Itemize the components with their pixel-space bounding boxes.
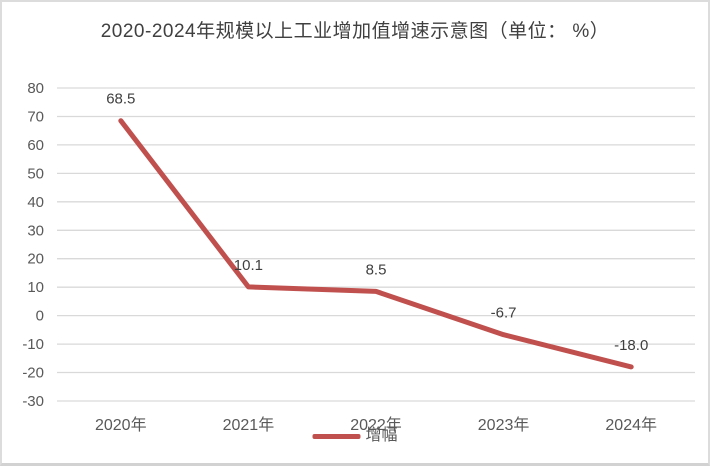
x-axis-tick-label: 2023年 xyxy=(478,416,530,434)
y-axis-tick-label: 30 xyxy=(27,222,44,239)
data-label: -6.7 xyxy=(491,305,517,322)
x-axis-tick-label: 2021年 xyxy=(223,416,275,434)
y-axis-tick-label: 20 xyxy=(27,251,44,268)
data-label: 68.5 xyxy=(106,91,135,108)
y-axis-tick-label: 40 xyxy=(27,194,44,211)
y-axis-tick-label: -10 xyxy=(22,336,44,353)
y-axis-tick-label: 10 xyxy=(27,279,44,296)
chart-title: 2020-2024年规模以上工业增加值增速示意图（单位： %） xyxy=(100,21,610,42)
y-axis-tick-label: 70 xyxy=(27,109,44,126)
y-axis-tick-label: 80 xyxy=(27,80,44,97)
data-label: 8.5 xyxy=(366,261,387,278)
x-axis-tick-label: 2020年 xyxy=(95,416,147,434)
y-axis-tick-label: -30 xyxy=(22,393,44,410)
y-axis-tick-label: -20 xyxy=(22,365,44,382)
legend-line-marker xyxy=(312,433,361,439)
y-axis-tick-label: 50 xyxy=(27,165,44,182)
series-line xyxy=(118,118,634,370)
x-axis-tick-label: 2024年 xyxy=(605,416,657,434)
data-label: 10.1 xyxy=(234,257,263,274)
y-axis-tick-label: 0 xyxy=(36,308,44,325)
x-axis-tick-label: 2022年 xyxy=(350,416,402,434)
data-label: -18.0 xyxy=(614,337,648,354)
legend: 增幅 xyxy=(312,426,398,446)
legend-series-label: 增幅 xyxy=(365,427,398,444)
y-axis-tick-label: 60 xyxy=(27,137,44,154)
